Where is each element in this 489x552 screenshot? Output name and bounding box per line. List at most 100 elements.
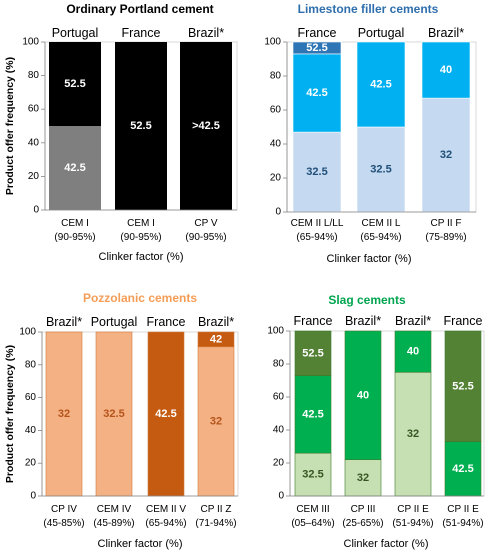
bar-2-clinker-range-label: (65-94%) [145, 518, 186, 529]
bar-2-product-label: CP V [194, 218, 217, 229]
bar-1-clinker-range-label: (65-94%) [360, 232, 401, 243]
bar-2-clinker-range-label: (75-89%) [425, 232, 466, 243]
bar-2-segment-3-label: 32 [440, 149, 452, 161]
bar-0-segment-1-label: 42.5 [302, 408, 323, 420]
y-tick-label-3: 60 [273, 392, 285, 403]
bar-2-segment-2 [147, 331, 185, 497]
bar-3-clinker-range-label: (51-94%) [442, 518, 483, 529]
bar-0-segment-0 [292, 131, 342, 213]
bar-1-country-label: Portugal [91, 315, 138, 329]
bar-1-clinker-range-label: (45-89%) [93, 518, 134, 529]
bar-1-segment-4 [344, 330, 382, 460]
bar-0-clinker-range-label: (05–64%) [291, 518, 334, 529]
y-axis-label: Product offer frequency (%) [4, 57, 16, 195]
y-tick-label-0: 0 [278, 491, 284, 502]
bar-0-country-label: Brazil* [46, 315, 82, 329]
y-tick-label-4: 80 [25, 359, 37, 370]
y-tick-label-2: 40 [270, 139, 282, 150]
y-tick-label-4: 80 [28, 70, 40, 81]
bar-3-country-label: Brazil* [198, 315, 234, 329]
bar-2-segment-4-label: 40 [440, 64, 452, 76]
bar-3-product-label: CP II E [447, 504, 479, 515]
bar-0-segment-0-label: 32 [58, 408, 70, 420]
bar-1-segment-1-label: 52.5 [130, 120, 151, 132]
bar-1-segment-1 [115, 42, 167, 210]
bar-1-product-label: CEM I [127, 218, 155, 229]
bar-1-product-label: CEM II L [362, 218, 401, 229]
bar-3-segment-0-label: 32 [210, 415, 222, 427]
bar-2-segment-4 [421, 41, 471, 99]
bar-0-segment-2-label: 52.5 [306, 42, 327, 54]
y-tick-label-1: 20 [270, 173, 282, 184]
bar-2-product-label: CP II E [397, 504, 429, 515]
y-tick-label-2: 40 [28, 137, 40, 148]
y-tick-label-0: 0 [275, 207, 281, 218]
bar-1-segment-3-label: 32 [357, 472, 369, 484]
bar-0-segment-1-label: 42.5 [306, 87, 327, 99]
bar-0-clinker-range-label: (65-94%) [296, 232, 337, 243]
bar-1-segment-1 [95, 331, 133, 497]
bar-0-segment-0-label: 42.5 [64, 162, 85, 174]
bar-0-country-label: France [294, 314, 333, 328]
y-tick-label-5: 100 [264, 37, 281, 48]
x-axis-label: Clinker factor (%) [344, 538, 429, 550]
y-tick-label-4: 80 [270, 71, 282, 82]
bar-1-product-label: CP III [351, 504, 376, 515]
chart-title: Limestone filler cements [298, 2, 439, 16]
bar-2-product-label: CEM II V [146, 504, 186, 515]
bar-0-product-label: CP IV [51, 504, 77, 515]
bar-2-segment-2 [180, 42, 232, 210]
pozzolanic-cements-panel: Pozzolanic cements Product offer frequen… [4, 291, 239, 550]
bar-0-segment-1 [49, 42, 101, 126]
bar-1-segment-1-label: 32.5 [103, 408, 124, 420]
bar-1-segment-1 [356, 41, 406, 128]
y-tick-label-0: 0 [30, 491, 36, 502]
ordinary-portland-cement-panel: Ordinary Portland cement Product offer f… [4, 2, 238, 263]
bar-2-segment-3-label: 32 [407, 428, 419, 440]
bar-3-segment-0 [197, 346, 235, 497]
bar-0-country-label: Portugal [52, 26, 99, 40]
y-tick-label-4: 80 [273, 359, 285, 370]
y-tick-label-5: 100 [19, 327, 36, 338]
y-axis-label: Product offer frequency (%) [4, 345, 16, 483]
bar-2-clinker-range-label: (51-94%) [392, 518, 433, 529]
chart-title: Slag cements [328, 293, 406, 307]
bar-1-country-label: Brazil* [345, 314, 381, 328]
y-tick-label-5: 100 [267, 326, 284, 337]
x-axis-label: Clinker factor (%) [99, 251, 184, 263]
y-tick-label-1: 20 [28, 171, 40, 182]
y-tick-label-3: 60 [28, 104, 40, 115]
chart-title: Pozzolanic cements [83, 291, 197, 305]
bar-2-segment-2-label: >42.5 [192, 120, 220, 132]
bar-3-segment-1-label: 42.5 [452, 463, 473, 475]
bar-0-segment-0-label: 32.5 [306, 166, 327, 178]
bar-2-segment-4 [394, 330, 432, 373]
bar-0-segment-0-label: 32.5 [302, 469, 323, 481]
bar-0-clinker-range-label: (45-85%) [43, 518, 84, 529]
bar-0-product-label: CEM III [296, 504, 329, 515]
y-tick-label-1: 20 [273, 458, 285, 469]
bar-1-segment-3 [344, 459, 382, 497]
y-tick-label-5: 100 [22, 37, 39, 48]
x-axis-label: Clinker factor (%) [327, 253, 412, 265]
bar-0-segment-1 [294, 375, 332, 454]
bar-2-segment-2-label: 42.5 [155, 408, 176, 420]
bar-1-segment-4-label: 40 [357, 389, 369, 401]
y-tick-label-2: 40 [25, 425, 37, 436]
bar-2-country-label: Brazil* [395, 314, 431, 328]
bar-1-clinker-range-label: (90-95%) [120, 232, 161, 243]
bar-3-product-label: CP II Z [201, 504, 232, 515]
y-tick-label-0: 0 [33, 205, 39, 216]
y-tick-label-1: 20 [25, 458, 37, 469]
bar-0-product-label: CEM II L/LL [291, 218, 344, 229]
bar-0-product-label: CEM I [61, 218, 89, 229]
bar-2-product-label: CP II F [431, 218, 462, 229]
bar-3-clinker-range-label: (71-94%) [195, 518, 236, 529]
bar-0-segment-0 [45, 331, 83, 497]
x-axis-label: Clinker factor (%) [98, 538, 183, 550]
bar-2-segment-3 [421, 97, 471, 213]
y-tick-label-3: 60 [270, 105, 282, 116]
bar-0-segment-1-label: 52.5 [64, 78, 85, 90]
bar-3-segment-3-label: 42 [210, 333, 222, 345]
bar-0-segment-1 [292, 53, 342, 133]
